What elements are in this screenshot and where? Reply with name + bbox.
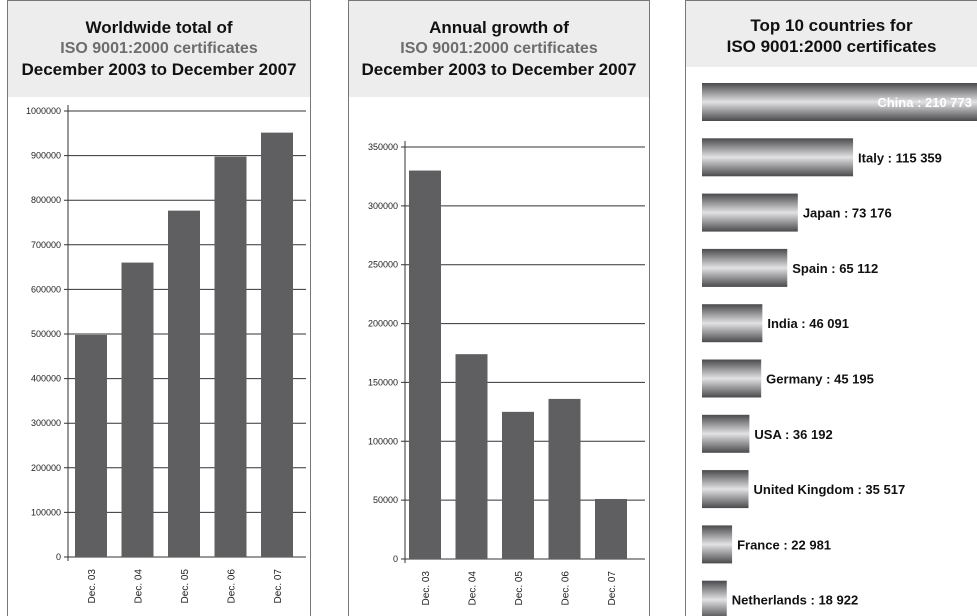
total-bar xyxy=(75,334,107,557)
growth-x-tick-label: Dec. 04 xyxy=(468,571,479,606)
growth-bar xyxy=(455,354,488,559)
total-certificates-bar-chart: 0 100000 200000 300000 400000 500000 600000 700… xyxy=(26,105,306,604)
growth-y-tick-label: 200000 xyxy=(368,319,398,329)
country-bar xyxy=(702,359,762,398)
growth-x-tick-label: Dec. 07 xyxy=(607,571,618,606)
top-countries-panel: Top 10 countries for ISO 9001:2000 certi… xyxy=(685,0,977,616)
country-bar-label: Germany : 45 195 xyxy=(766,372,874,387)
country-bar-label: Italy : 115 359 xyxy=(858,150,942,165)
countries-chart-header: Top 10 countries for ISO 9001:2000 certi… xyxy=(686,1,977,67)
growth-bar xyxy=(548,398,581,559)
country-bar xyxy=(702,138,854,177)
growth-y-tick-label: 100000 xyxy=(368,436,398,446)
total-x-tick-label: Dec. 06 xyxy=(227,569,238,604)
country-bar-label: Netherlands : 18 922 xyxy=(732,593,858,608)
total-y-tick-label: 1000000 xyxy=(26,106,61,116)
growth-x-tick-label: Dec. 03 xyxy=(421,571,432,606)
total-y-tick-label: 300000 xyxy=(31,418,61,428)
growth-chart-title-line1: Annual growth of xyxy=(429,18,569,37)
total-y-tick-label: 400000 xyxy=(31,374,61,384)
growth-chart-header: Annual growth of ISO 9001:2000 certifica… xyxy=(349,1,649,97)
country-bar-label: USA : 36 192 xyxy=(754,427,832,442)
growth-chart-title-line3: December 2003 to December 2007 xyxy=(361,60,637,79)
growth-x-tick-label: Dec. 05 xyxy=(514,571,525,606)
growth-chart-title-line2: ISO 9001:2000 certificates xyxy=(400,40,598,57)
growth-y-tick-label: 250000 xyxy=(368,260,398,270)
top-countries-bar-chart: China : 210 773 Italy : 115 359 Japan : 73… xyxy=(702,83,977,616)
country-bar-label: Japan : 73 176 xyxy=(803,206,892,221)
country-bar xyxy=(702,580,727,616)
country-bar xyxy=(702,304,763,343)
country-bar xyxy=(702,470,749,509)
total-bar xyxy=(121,262,154,557)
total-x-tick-label: Dec. 03 xyxy=(87,569,98,604)
total-y-tick-label: 700000 xyxy=(31,240,61,250)
country-bar xyxy=(702,83,977,121)
total-bar xyxy=(261,132,293,557)
total-bar xyxy=(168,210,200,557)
annual-growth-bar-chart: 0 50000 100000 150000 200000 250000 300000 3500… xyxy=(368,141,645,606)
country-bar xyxy=(702,248,788,287)
total-bar xyxy=(214,156,247,557)
total-chart-title-line2: ISO 9001:2000 certificates xyxy=(60,40,258,57)
total-y-tick-label: 800000 xyxy=(31,195,61,205)
country-bar xyxy=(702,193,798,232)
total-x-tick-label: Dec. 04 xyxy=(134,569,145,604)
country-bar xyxy=(702,525,733,564)
annual-growth-panel: Annual growth of ISO 9001:2000 certifica… xyxy=(348,0,650,616)
total-x-tick-label: Dec. 05 xyxy=(180,569,191,604)
total-y-tick-label: 100000 xyxy=(31,507,61,517)
total-chart-header: Worldwide total of ISO 9001:2000 certifi… xyxy=(8,1,310,97)
growth-y-tick-label: 150000 xyxy=(368,377,398,387)
growth-x-tick-label: Dec. 06 xyxy=(561,571,572,606)
total-y-tick-label: 900000 xyxy=(31,151,61,161)
growth-bar xyxy=(409,170,441,559)
growth-bar xyxy=(502,411,534,559)
country-bar-label: China : 210 773 xyxy=(877,95,972,110)
countries-chart-title-line1: Top 10 countries for xyxy=(750,16,913,35)
total-y-tick-label: 600000 xyxy=(31,284,61,294)
country-bar-label: Spain : 65 112 xyxy=(792,261,878,276)
total-x-tick-label: Dec. 07 xyxy=(273,569,284,604)
country-bar xyxy=(702,414,750,453)
total-chart-title-line3: December 2003 to December 2007 xyxy=(21,60,297,79)
growth-y-tick-label: 50000 xyxy=(373,495,398,505)
total-y-tick-label: 500000 xyxy=(31,329,61,339)
total-chart-title-line1: Worldwide total of xyxy=(85,18,233,37)
growth-y-tick-label: 350000 xyxy=(368,142,398,152)
total-y-tick-label: 0 xyxy=(56,552,61,562)
growth-y-tick-label: 300000 xyxy=(368,201,398,211)
countries-chart-title-line2: ISO 9001:2000 certificates xyxy=(726,37,937,56)
country-bar-label: India : 46 091 xyxy=(767,316,849,331)
country-bar-label: France : 22 981 xyxy=(737,537,831,552)
growth-bar xyxy=(595,498,627,559)
growth-y-tick-label: 0 xyxy=(393,554,398,564)
country-bar-label: United Kingdom : 35 517 xyxy=(754,482,906,497)
total-y-tick-label: 200000 xyxy=(31,463,61,473)
total-certificates-panel: Worldwide total of ISO 9001:2000 certifi… xyxy=(7,0,311,616)
